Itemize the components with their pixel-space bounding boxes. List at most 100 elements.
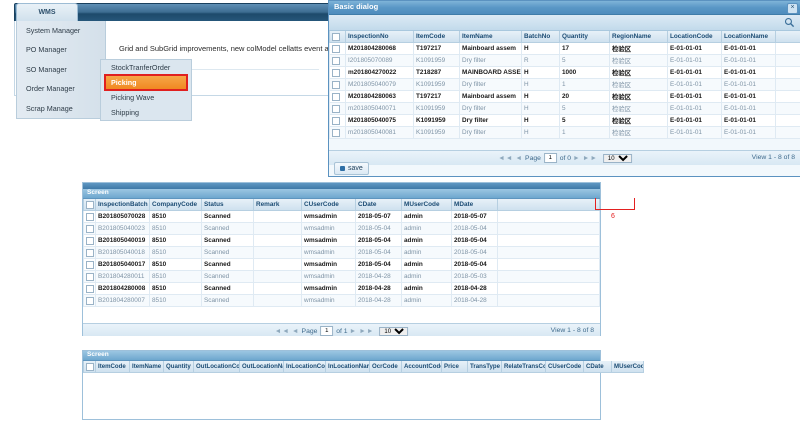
table-row[interactable]: M201805040079 K1091959 Dry filter H 1 检验区 E-01… (329, 78, 800, 91)
mid-next-page-icon[interactable]: ► (349, 327, 358, 335)
close-icon[interactable]: × (787, 3, 798, 14)
select-all-header[interactable] (329, 31, 346, 43)
col-item-code[interactable]: ItemCode (95, 361, 130, 373)
col-cuser-code[interactable]: CUserCode (545, 361, 584, 373)
col-quantity[interactable]: Quantity (559, 31, 610, 43)
col-item-name[interactable]: ItemName (129, 361, 164, 373)
submenu-item-picking-wave[interactable]: Picking Wave (111, 93, 155, 102)
row-select-cell[interactable] (329, 126, 346, 139)
row-checkbox[interactable] (332, 68, 340, 77)
table-row[interactable]: M201805040075 K1091959 Dry filter H 5 检验区 E-01… (329, 114, 800, 127)
col-batch-no[interactable]: BatchNo (521, 31, 560, 43)
col-company-code[interactable]: CompanyCode (149, 199, 202, 211)
table-row[interactable]: m201805040071 K1091959 Dry filter H 5 检验区 E-01… (329, 102, 800, 115)
col-out-location-code[interactable]: OutLocationCo (193, 361, 240, 373)
table-row[interactable]: M201804280068 T197217 Mainboard assem H 17 检验… (329, 42, 800, 55)
row-checkbox[interactable] (332, 44, 340, 53)
row-select-cell[interactable] (83, 258, 96, 271)
table-row[interactable]: B201805040023 8510 Scanned wmsadmin 2018-05-… (83, 222, 600, 235)
col-mdate[interactable]: MDate (451, 199, 498, 211)
row-checkbox[interactable] (86, 260, 94, 269)
col-item-code[interactable]: ItemCode (413, 31, 460, 43)
menu-item-system-manager[interactable]: System Manager (26, 26, 81, 35)
row-select-cell[interactable] (83, 282, 96, 295)
row-select-cell[interactable] (83, 270, 96, 283)
mid-prev-page-icon[interactable]: ◄ (291, 327, 300, 335)
col-in-location-name[interactable]: InLocationNam (325, 361, 370, 373)
table-row[interactable]: B201804280007 8510 Scanned wmsadmin 2018-04-… (83, 294, 600, 307)
row-select-cell[interactable] (329, 102, 346, 115)
col-remark[interactable]: Remark (253, 199, 302, 211)
row-checkbox[interactable] (332, 116, 340, 125)
col-account-code[interactable]: AccountCode (401, 361, 442, 373)
row-checkbox[interactable] (332, 128, 340, 137)
row-select-cell[interactable] (83, 294, 96, 307)
next-page-icon[interactable]: ► (572, 154, 581, 162)
col-in-location-code[interactable]: InLocationCod (283, 361, 326, 373)
select-all-checkbox[interactable] (332, 32, 340, 41)
submenu-item-picking[interactable]: Picking (104, 74, 188, 91)
col-relate-trans-code[interactable]: RelateTransCo (501, 361, 546, 373)
nav-tab-wms[interactable]: WMS (16, 3, 78, 22)
row-select-cell[interactable] (83, 234, 96, 247)
col-region-name[interactable]: RegionName (609, 31, 668, 43)
mid-last-page-icon[interactable]: ►► (359, 327, 375, 335)
row-checkbox[interactable] (86, 248, 94, 257)
bot-select-all-header[interactable] (83, 361, 96, 373)
dialog-title-bar[interactable]: Basic dialog × (329, 1, 800, 15)
col-out-location-name[interactable]: OutLocationNa (239, 361, 284, 373)
row-checkbox[interactable] (86, 284, 94, 293)
table-row[interactable]: m201805040081 K1091959 Dry filter H 1 检验区 E-01… (329, 126, 800, 139)
col-item-name[interactable]: ItemName (459, 31, 522, 43)
col-location-code[interactable]: LocationCode (667, 31, 722, 43)
mid-select-all-checkbox[interactable] (86, 200, 94, 209)
row-checkbox[interactable] (332, 104, 340, 113)
table-row[interactable]: B201805040017 8510 Scanned wmsadmin 2018-05-… (83, 258, 600, 271)
mid-first-page-icon[interactable]: ◄◄ (274, 327, 291, 335)
row-checkbox[interactable] (86, 296, 94, 305)
first-page-icon[interactable]: ◄◄ (498, 154, 514, 162)
submenu-item-stock-tranfer-order[interactable]: StockTranferOrder (111, 63, 171, 72)
col-ocr-code[interactable]: OcrCode (369, 361, 402, 373)
col-muser-code[interactable]: MUserCode (401, 199, 452, 211)
row-select-cell[interactable] (329, 78, 346, 91)
row-checkbox[interactable] (86, 212, 94, 221)
row-select-cell[interactable] (83, 210, 96, 223)
row-checkbox[interactable] (332, 92, 340, 101)
col-cuser-code[interactable]: CUserCode (301, 199, 356, 211)
menu-item-order-manager[interactable]: Order Manager (26, 84, 75, 94)
col-cdate[interactable]: CDate (583, 361, 612, 373)
row-checkbox[interactable] (86, 224, 94, 233)
col-trans-type[interactable]: TransType (467, 361, 502, 373)
row-select-cell[interactable] (329, 114, 346, 127)
submenu-item-shipping[interactable]: Shipping (111, 108, 139, 117)
mid-page-input[interactable] (320, 326, 334, 336)
col-inspection-no[interactable]: InspectionNo (345, 31, 414, 43)
row-checkbox[interactable] (332, 80, 340, 89)
rows-per-page-select[interactable]: 10 (602, 153, 632, 163)
col-status[interactable]: Status (201, 199, 254, 211)
menu-item-scrap-manage[interactable]: Scrap Manage (26, 103, 73, 113)
table-row[interactable]: I201805070089 K1091959 Dry filter R 5 检验区 E-01… (329, 54, 800, 67)
row-checkbox[interactable] (86, 272, 94, 281)
table-row[interactable]: B201805070028 8510 Scanned wmsadmin 2018-05-… (83, 210, 600, 223)
col-quantity[interactable]: Quantity (163, 361, 194, 373)
table-row[interactable]: B201804280011 8510 Scanned wmsadmin 2018-04-… (83, 270, 600, 283)
row-select-cell[interactable] (83, 222, 96, 235)
row-select-cell[interactable] (329, 90, 346, 103)
col-price[interactable]: Price (441, 361, 468, 373)
menu-item-so-manager[interactable]: SO Manager (26, 64, 67, 74)
table-row[interactable]: B201804280008 8510 Scanned wmsadmin 2018-04-… (83, 282, 600, 295)
row-checkbox[interactable] (86, 236, 94, 245)
row-select-cell[interactable] (329, 54, 346, 67)
save-button[interactable]: save (334, 162, 369, 175)
mid-rows-per-page-select[interactable]: 10 (379, 326, 409, 336)
mid-select-all-header[interactable] (83, 199, 96, 211)
bot-select-all-checkbox[interactable] (86, 362, 94, 371)
col-location-name[interactable]: LocationName (721, 31, 776, 43)
prev-page-icon[interactable]: ◄ (515, 154, 524, 162)
col-muser-code[interactable]: MUserCode (611, 361, 644, 373)
table-row[interactable]: B201805040018 8510 Scanned wmsadmin 2018-05-… (83, 246, 600, 259)
row-checkbox[interactable] (332, 56, 340, 65)
row-select-cell[interactable] (83, 246, 96, 259)
